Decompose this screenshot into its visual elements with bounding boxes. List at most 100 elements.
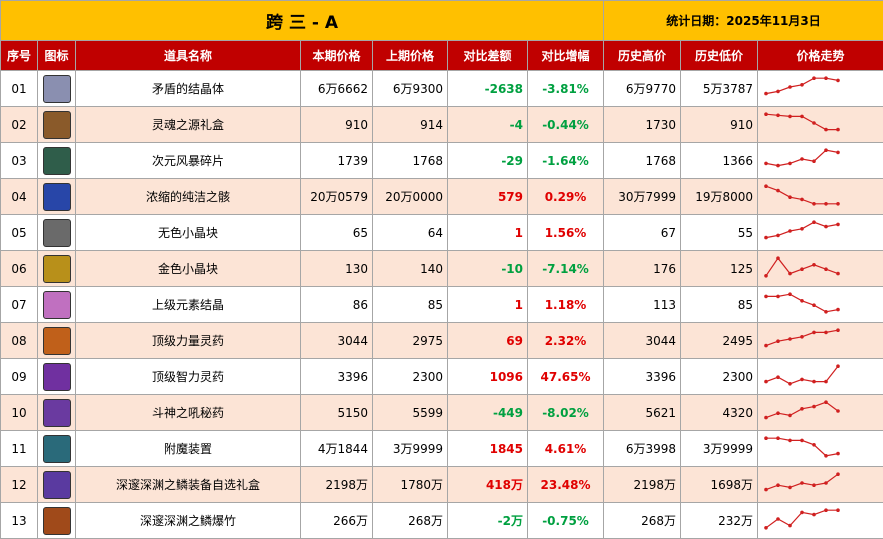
history-high: 3396	[604, 359, 681, 395]
trend-point	[764, 488, 768, 492]
sparkline	[758, 143, 883, 175]
item-name: 浓缩的纯洁之骸	[76, 179, 301, 215]
price-change: 47.65%	[528, 359, 604, 395]
current-price: 20万0579	[301, 179, 373, 215]
price-diff: 1	[448, 287, 528, 323]
previous-price: 20万0000	[373, 179, 448, 215]
previous-price: 64	[373, 215, 448, 251]
previous-price: 2300	[373, 359, 448, 395]
current-price: 3044	[301, 323, 373, 359]
previous-price: 5599	[373, 395, 448, 431]
item-icon	[43, 255, 71, 283]
history-high: 30万7999	[604, 179, 681, 215]
row-number: 07	[1, 287, 38, 323]
sparkline	[758, 395, 883, 427]
trend-point	[812, 263, 816, 267]
row-number: 03	[1, 143, 38, 179]
item-name: 矛盾的结晶体	[76, 71, 301, 107]
trend-point	[788, 337, 792, 341]
trend-point	[788, 115, 792, 119]
trend-point	[776, 483, 780, 487]
sparkline	[758, 287, 883, 319]
trend-cell	[758, 395, 883, 431]
trend-point	[776, 375, 780, 379]
column-header: 本期价格	[301, 41, 373, 71]
item-name: 顶级智力灵药	[76, 359, 301, 395]
sparkline	[758, 71, 883, 103]
column-header: 对比增幅	[528, 41, 604, 71]
sparkline	[758, 215, 883, 247]
trend-point	[764, 436, 768, 440]
history-high: 67	[604, 215, 681, 251]
icon-cell	[38, 503, 76, 539]
row-number: 05	[1, 215, 38, 251]
sparkline	[758, 431, 883, 463]
item-name: 上级元素结晶	[76, 287, 301, 323]
current-price: 6万6662	[301, 71, 373, 107]
history-low: 2495	[681, 323, 758, 359]
row-number: 12	[1, 467, 38, 503]
row-number: 08	[1, 323, 38, 359]
previous-price: 6万9300	[373, 71, 448, 107]
price-change: -3.81%	[528, 71, 604, 107]
trend-point	[764, 184, 768, 188]
trend-point	[776, 90, 780, 94]
price-change: 0.29%	[528, 179, 604, 215]
previous-price: 2975	[373, 323, 448, 359]
trend-point	[836, 508, 840, 512]
trend-point	[812, 303, 816, 307]
item-icon	[43, 363, 71, 391]
trend-point	[836, 272, 840, 276]
trend-point	[764, 162, 768, 166]
trend-point	[800, 198, 804, 202]
trend-cell	[758, 503, 883, 539]
trend-point	[788, 382, 792, 386]
history-high: 5621	[604, 395, 681, 431]
price-diff: 69	[448, 323, 528, 359]
icon-cell	[38, 323, 76, 359]
history-high: 176	[604, 251, 681, 287]
trend-point	[824, 400, 828, 404]
price-change: -7.14%	[528, 251, 604, 287]
column-header: 道具名称	[76, 41, 301, 71]
price-change: 4.61%	[528, 431, 604, 467]
previous-price: 1780万	[373, 467, 448, 503]
trend-point	[788, 229, 792, 233]
previous-price: 85	[373, 287, 448, 323]
trend-point	[800, 378, 804, 382]
trend-point	[776, 114, 780, 118]
trend-point	[800, 511, 804, 515]
price-change: -0.75%	[528, 503, 604, 539]
item-icon	[43, 183, 71, 211]
history-high: 6万3998	[604, 431, 681, 467]
item-name: 无色小晶块	[76, 215, 301, 251]
icon-cell	[38, 251, 76, 287]
item-name: 次元风暴碎片	[76, 143, 301, 179]
history-high: 1730	[604, 107, 681, 143]
history-low: 125	[681, 251, 758, 287]
trend-cell	[758, 251, 883, 287]
sparkline	[758, 107, 883, 139]
item-name: 附魔装置	[76, 431, 301, 467]
previous-price: 268万	[373, 503, 448, 539]
trend-point	[812, 443, 816, 447]
trend-point	[800, 157, 804, 161]
previous-price: 1768	[373, 143, 448, 179]
history-low: 910	[681, 107, 758, 143]
trend-point	[764, 344, 768, 348]
trend-point	[824, 202, 828, 206]
history-high: 6万9770	[604, 71, 681, 107]
price-change: -8.02%	[528, 395, 604, 431]
row-number: 01	[1, 71, 38, 107]
trend-cell	[758, 107, 883, 143]
current-price: 4万1844	[301, 431, 373, 467]
trend-point	[764, 92, 768, 96]
trend-cell	[758, 431, 883, 467]
history-low: 55	[681, 215, 758, 251]
trend-point	[824, 148, 828, 152]
trend-point	[812, 483, 816, 487]
